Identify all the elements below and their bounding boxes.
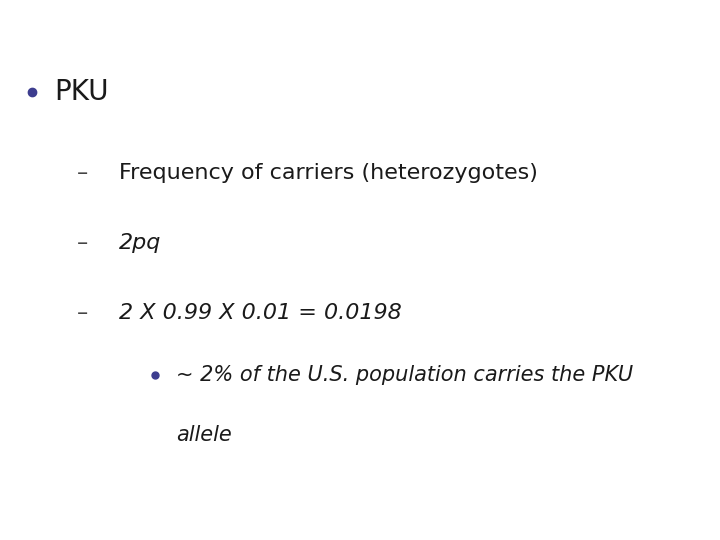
Text: –: – (77, 163, 89, 183)
Text: ~ 2% of the U.S. population carries the PKU: ~ 2% of the U.S. population carries the … (176, 365, 634, 386)
Text: PKU: PKU (54, 78, 109, 106)
Text: 2pq: 2pq (119, 233, 161, 253)
Text: –: – (77, 233, 89, 253)
Text: 2 X 0.99 X 0.01 = 0.0198: 2 X 0.99 X 0.01 = 0.0198 (119, 303, 402, 323)
Text: allele: allele (176, 424, 232, 445)
Text: Frequency of carriers (heterozygotes): Frequency of carriers (heterozygotes) (119, 163, 538, 183)
Text: –: – (77, 303, 89, 323)
